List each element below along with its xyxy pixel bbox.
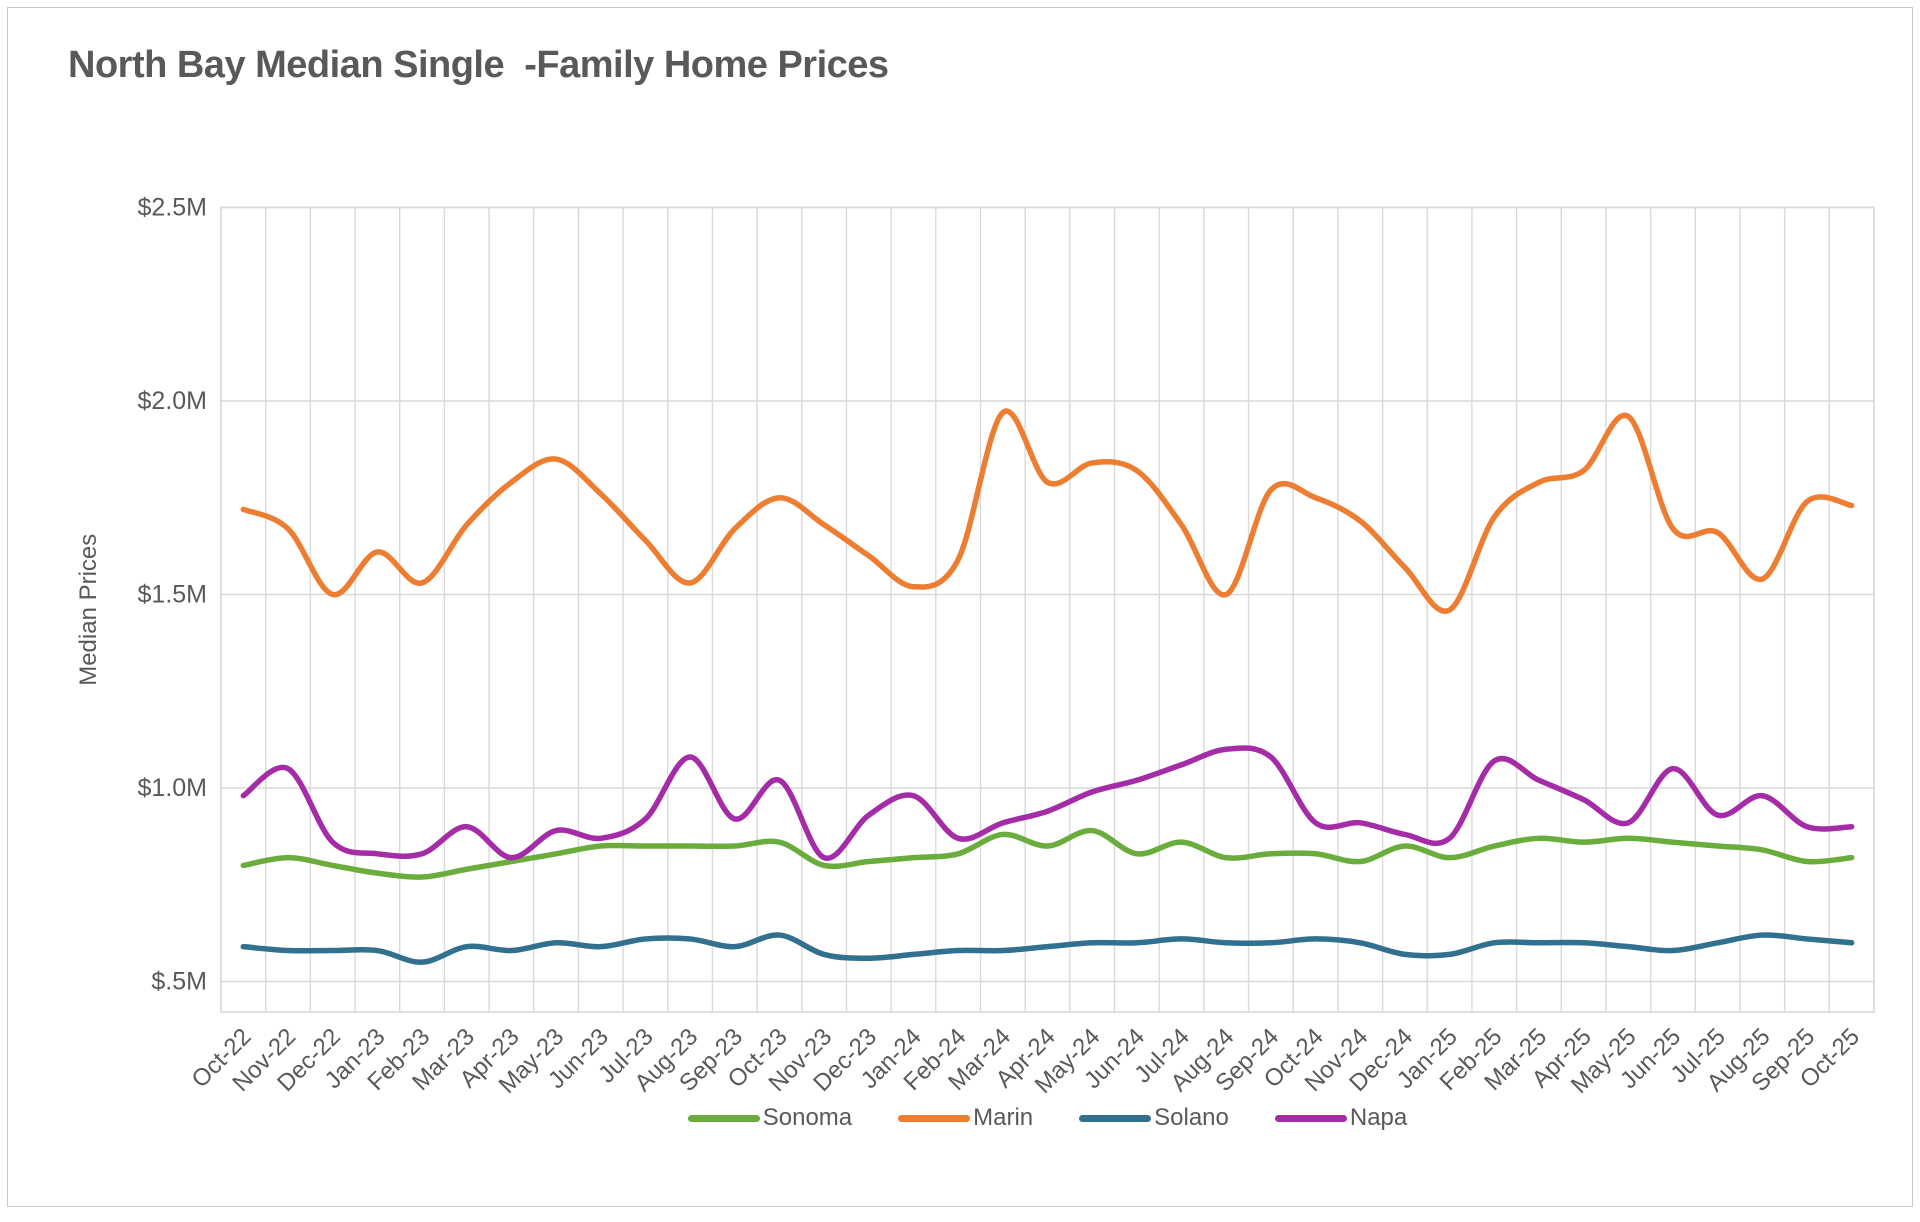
legend-label: Sonoma: [762, 1104, 853, 1131]
chart-title: North Bay Median Single -Family Home Pri…: [68, 44, 889, 86]
series-line-marin: [240, 408, 1855, 614]
series-line-napa: [240, 745, 1855, 861]
plot-frame: [220, 206, 1875, 1013]
series-line-solano: [240, 932, 1855, 965]
marin-line-swatch-icon: [898, 1114, 971, 1122]
solano-line-swatch-icon: [1079, 1114, 1152, 1122]
legend-label: Solano: [1154, 1104, 1229, 1131]
legend-item-marin: Marin: [898, 1106, 1033, 1130]
chart-legend: Sonoma Marin Solano Napa: [221, 1106, 1874, 1130]
y-axis-tick-label: $2.0M: [138, 387, 207, 415]
legend-item-napa: Napa: [1274, 1104, 1408, 1131]
napa-line-swatch-icon: [1274, 1114, 1347, 1122]
y-axis-tick-label: $2.5M: [138, 194, 207, 222]
chart-card: North Bay Median Single -Family Home Pri…: [7, 7, 1913, 1207]
y-axis-tick-label: $1.0M: [138, 774, 207, 802]
y-axis-tick-label: $1.5M: [138, 581, 207, 609]
y-axis-tick-label: $.5M: [151, 968, 207, 996]
sonoma-line-swatch-icon: [687, 1114, 760, 1122]
legend-label: Marin: [973, 1104, 1034, 1131]
y-axis-title: Median Prices: [75, 534, 102, 686]
legend-item-solano: Solano: [1079, 1106, 1229, 1130]
legend-label: Napa: [1349, 1104, 1408, 1131]
series-line-sonoma: [240, 827, 1855, 880]
legend-item-sonoma: Sonoma: [687, 1104, 853, 1131]
